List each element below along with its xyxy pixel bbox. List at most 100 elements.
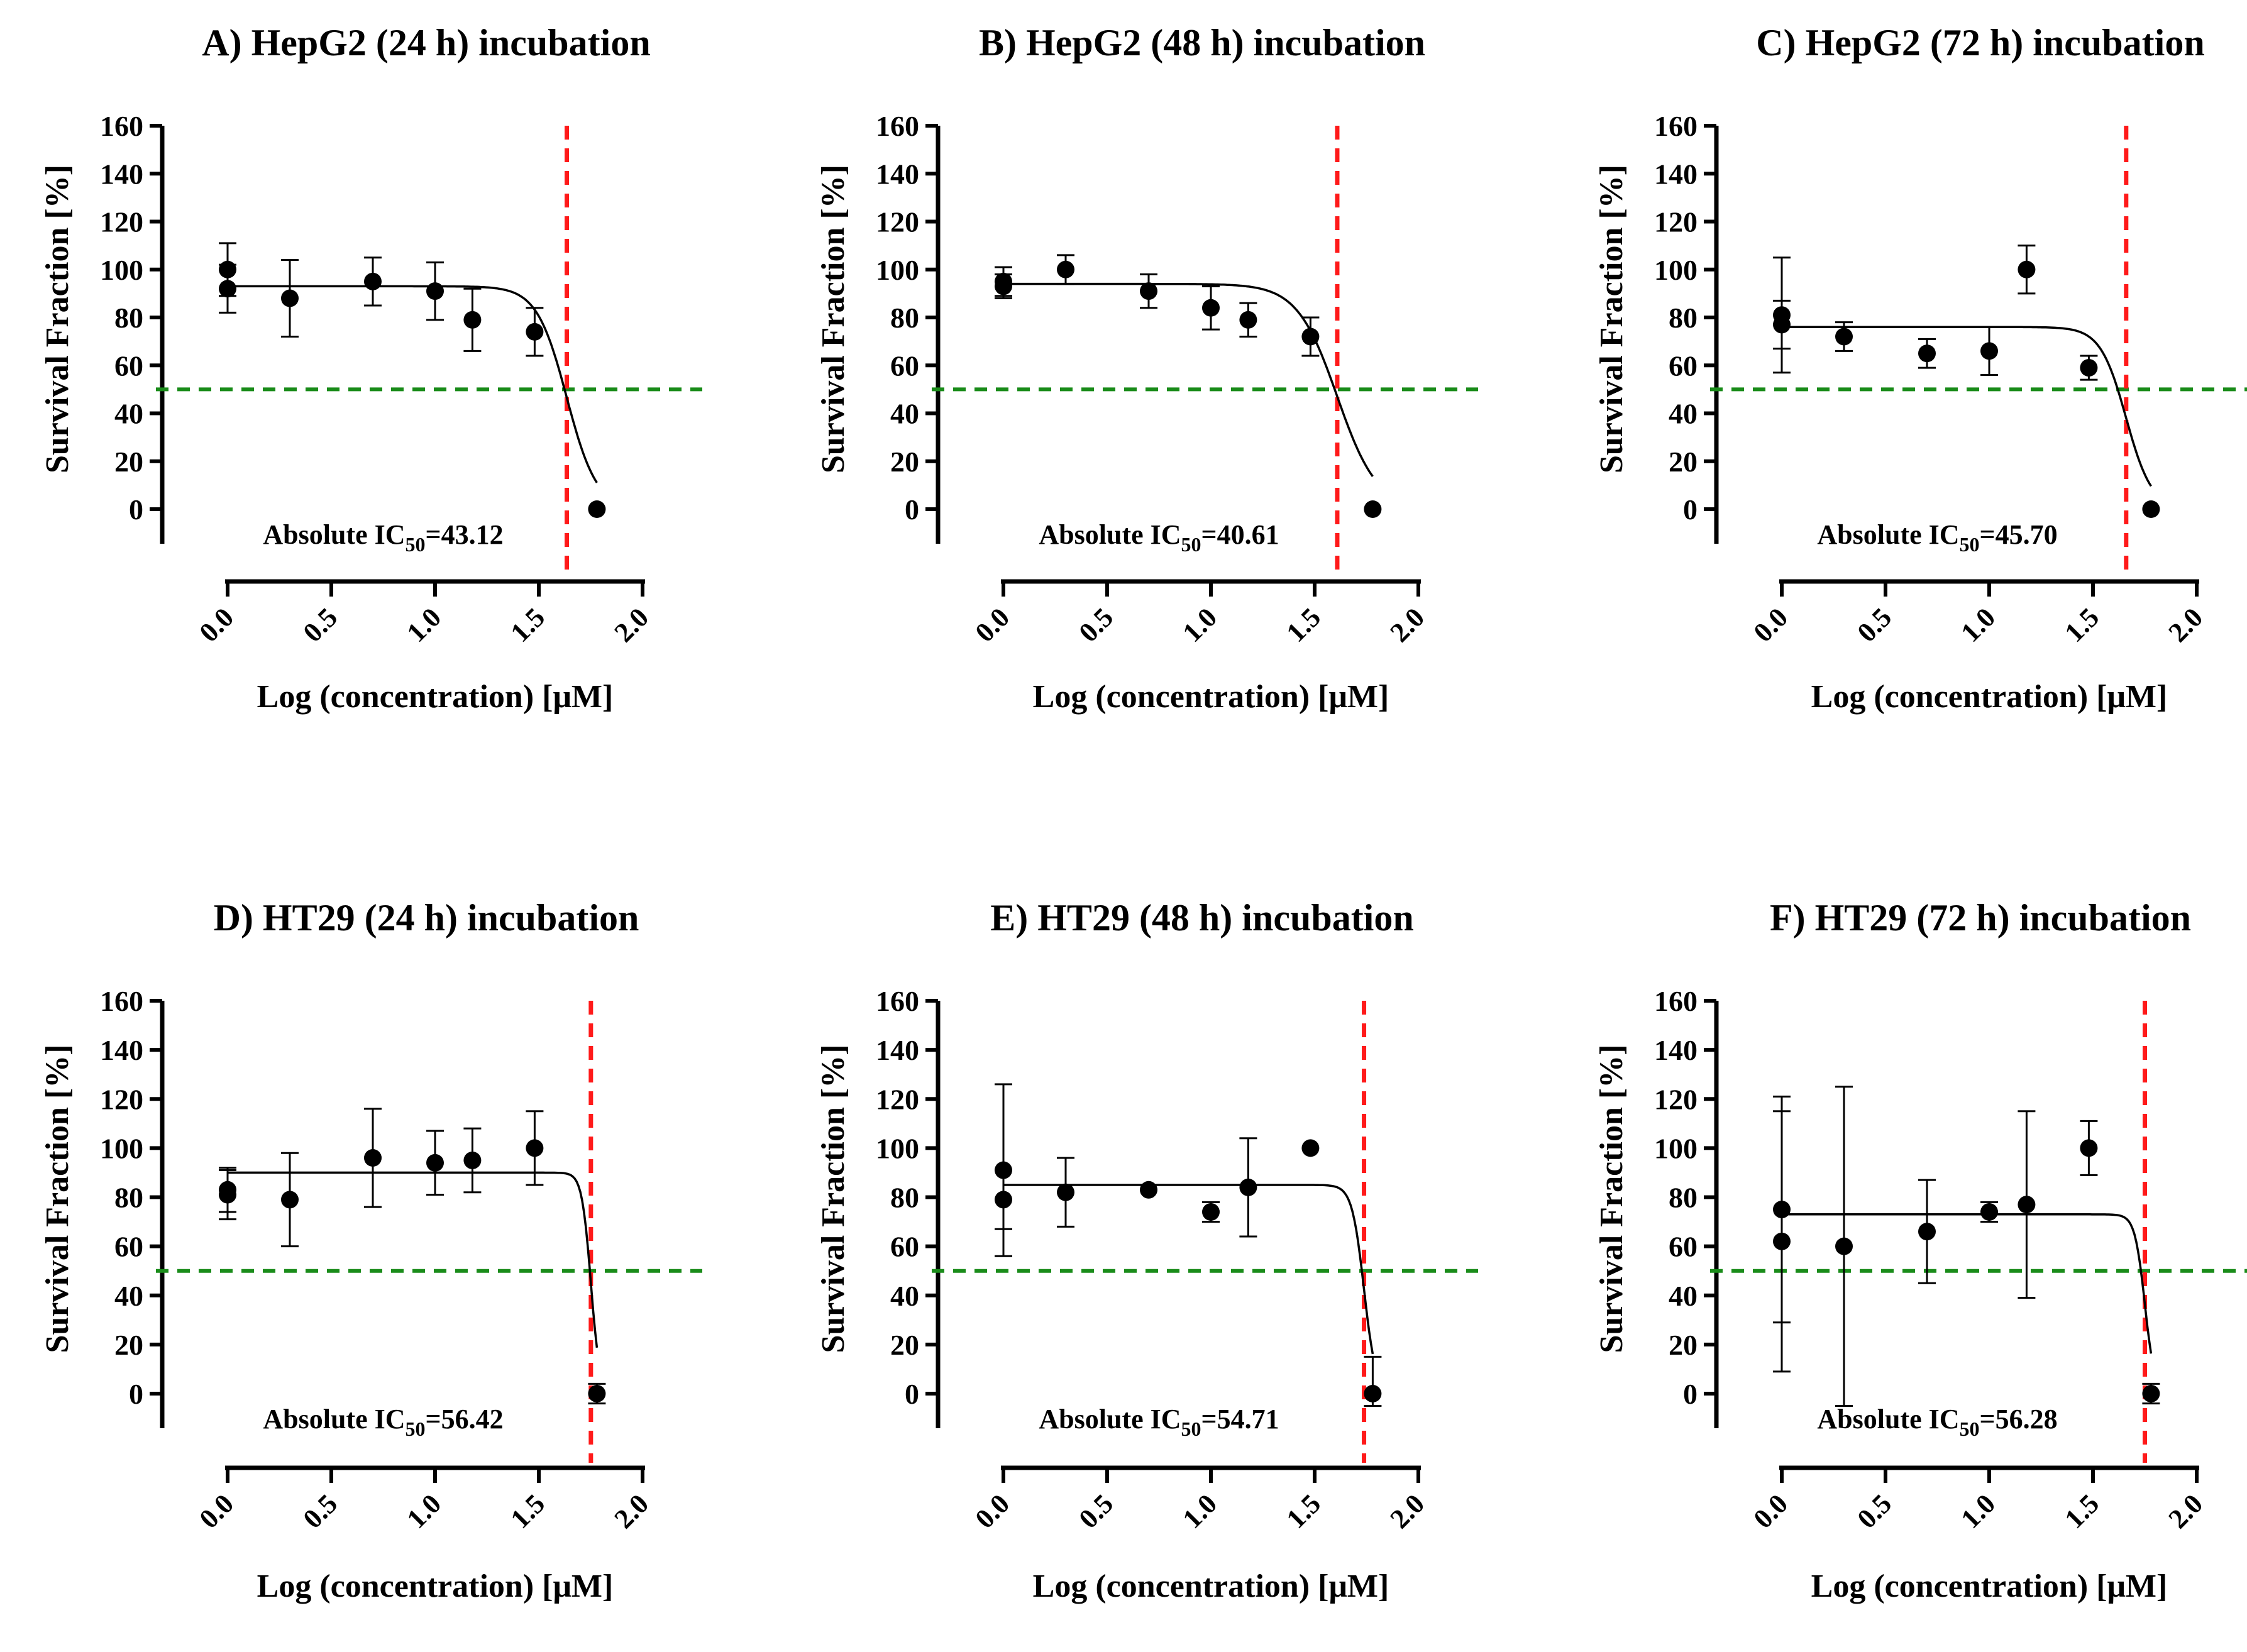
x-tick-label: 1.0 xyxy=(1955,1488,2002,1534)
ic50-prefix: Absolute IC xyxy=(1817,519,1959,550)
data-point xyxy=(281,289,299,307)
y-tick-label: 40 xyxy=(1669,1280,1698,1312)
y-axis-title: Survival Fraction [%] xyxy=(1594,165,1630,473)
y-tick-label: 100 xyxy=(1654,254,1698,286)
data-point xyxy=(1918,344,1936,363)
panels-container: A) HepG2 (24 h) incubation 0 20 40 60 80 100 12… xyxy=(40,22,2247,1604)
y-tick-label: 160 xyxy=(100,985,143,1017)
ic50-subscript: 50 xyxy=(1181,1418,1201,1440)
y-tick-label: 120 xyxy=(876,206,919,238)
ic50-annotation: Absolute IC50=56.42 xyxy=(263,1404,503,1440)
y-axis-title: Survival Fraction [%] xyxy=(40,165,75,473)
y-tick-label: 100 xyxy=(1654,1132,1698,1164)
panel-title: D) HT29 (24 h) incubation xyxy=(214,897,639,939)
y-tick-label: 140 xyxy=(1654,1034,1698,1066)
y-tick-label: 140 xyxy=(100,1034,143,1066)
data-point xyxy=(526,1139,544,1157)
data-point xyxy=(2142,1385,2160,1402)
fit-curve xyxy=(228,285,598,483)
data-point xyxy=(995,277,1012,295)
data-point xyxy=(364,1149,382,1167)
ic50-value: =45.70 xyxy=(1980,519,2058,550)
x-tick-label: 0.0 xyxy=(194,602,240,648)
fit-curve xyxy=(1003,282,1374,477)
data-point xyxy=(1301,1139,1320,1157)
x-tick-label: 0.5 xyxy=(1852,602,1898,648)
x-tick-label: 0.0 xyxy=(1748,602,1794,648)
y-tick-label: 20 xyxy=(114,446,143,478)
x-axis-title: Log (concentration) [μM] xyxy=(1811,1568,2168,1604)
data-point xyxy=(219,280,236,298)
x-tick-label: 1.0 xyxy=(1177,1488,1223,1534)
y-tick-label: 140 xyxy=(100,158,143,190)
data-point xyxy=(1057,1183,1074,1201)
panel-title: C) HepG2 (72 h) incubation xyxy=(1756,22,2204,63)
x-tick-label: 0.5 xyxy=(1073,602,1120,648)
x-tick-label: 1.5 xyxy=(505,1488,551,1534)
y-axis-title: Survival Fraction [%] xyxy=(815,165,851,473)
x-tick-label: 0.0 xyxy=(969,1488,1016,1534)
ic50-prefix: Absolute IC xyxy=(1039,519,1181,550)
y-tick-label: 160 xyxy=(1654,110,1698,142)
data-point xyxy=(1773,316,1791,334)
ic50-prefix: Absolute IC xyxy=(263,1404,405,1434)
ic50-subscript: 50 xyxy=(1181,533,1201,556)
ic50-prefix: Absolute IC xyxy=(1817,1404,1959,1434)
panel-title-text: HT29 (24 h) incubation xyxy=(263,897,639,939)
y-tick-label: 120 xyxy=(876,1083,919,1115)
ic50-annotation: Absolute IC50=54.71 xyxy=(1039,1404,1279,1440)
y-tick-label: 80 xyxy=(114,1182,143,1214)
y-tick-label: 80 xyxy=(890,1182,919,1214)
y-tick-label: 20 xyxy=(114,1329,143,1361)
panel-title: B) HepG2 (48 h) incubation xyxy=(979,22,1425,63)
x-tick-label: 1.0 xyxy=(401,602,448,648)
panel-title-text: HepG2 (48 h) incubation xyxy=(1026,22,1425,63)
chart-panel-c: C) HepG2 (72 h) incubation 0 20 40 60 80 100 12… xyxy=(1594,22,2247,715)
x-tick-label: 2.0 xyxy=(609,1488,655,1534)
data-point xyxy=(364,272,382,290)
y-tick-label: 100 xyxy=(876,254,919,286)
y-tick-label: 80 xyxy=(1669,302,1698,334)
data-point xyxy=(1239,311,1257,329)
ic50-prefix: Absolute IC xyxy=(263,519,405,550)
y-tick-label: 0 xyxy=(129,493,143,526)
x-tick-label: 2.0 xyxy=(2163,602,2209,648)
x-tick-label: 0.0 xyxy=(969,602,1016,648)
ic50-prefix: Absolute IC xyxy=(1039,1404,1181,1434)
data-point xyxy=(2142,500,2160,518)
ic50-value: =40.61 xyxy=(1201,519,1279,550)
data-point xyxy=(588,1385,606,1402)
data-point xyxy=(1364,1385,1382,1402)
data-point xyxy=(426,1154,444,1172)
y-tick-label: 80 xyxy=(114,302,143,334)
panel-title-text: HT29 (72 h) incubation xyxy=(1815,897,2191,939)
data-point xyxy=(1980,342,1998,360)
x-tick-label: 0.5 xyxy=(297,1488,344,1534)
x-tick-label: 0.5 xyxy=(1073,1488,1120,1534)
y-tick-label: 20 xyxy=(890,446,919,478)
x-tick-label: 2.0 xyxy=(2163,1488,2209,1534)
y-tick-label: 140 xyxy=(876,158,919,190)
y-tick-label: 40 xyxy=(890,1280,919,1312)
y-tick-label: 20 xyxy=(1669,446,1698,478)
x-axis-title: Log (concentration) [μM] xyxy=(1033,1568,1389,1604)
y-tick-label: 120 xyxy=(1654,206,1698,238)
x-tick-label: 2.0 xyxy=(1384,602,1431,648)
y-tick-label: 0 xyxy=(1683,493,1698,526)
x-tick-label: 1.0 xyxy=(401,1488,448,1534)
x-tick-label: 1.5 xyxy=(2059,1488,2106,1534)
y-tick-label: 0 xyxy=(905,1378,919,1410)
panel-title: A) HepG2 (24 h) incubation xyxy=(202,22,650,63)
x-axis-title: Log (concentration) [μM] xyxy=(1033,679,1389,715)
y-tick-label: 40 xyxy=(1669,398,1698,430)
data-point xyxy=(1980,1203,1998,1221)
data-point xyxy=(1239,1178,1257,1196)
x-tick-label: 0.0 xyxy=(1748,1488,1794,1534)
data-point xyxy=(1918,1223,1936,1241)
data-point xyxy=(426,282,444,300)
data-point xyxy=(526,322,544,341)
data-point xyxy=(995,1191,1012,1209)
x-tick-label: 1.0 xyxy=(1177,602,1223,648)
data-point xyxy=(1773,1232,1791,1250)
x-tick-label: 1.5 xyxy=(1281,1488,1327,1534)
